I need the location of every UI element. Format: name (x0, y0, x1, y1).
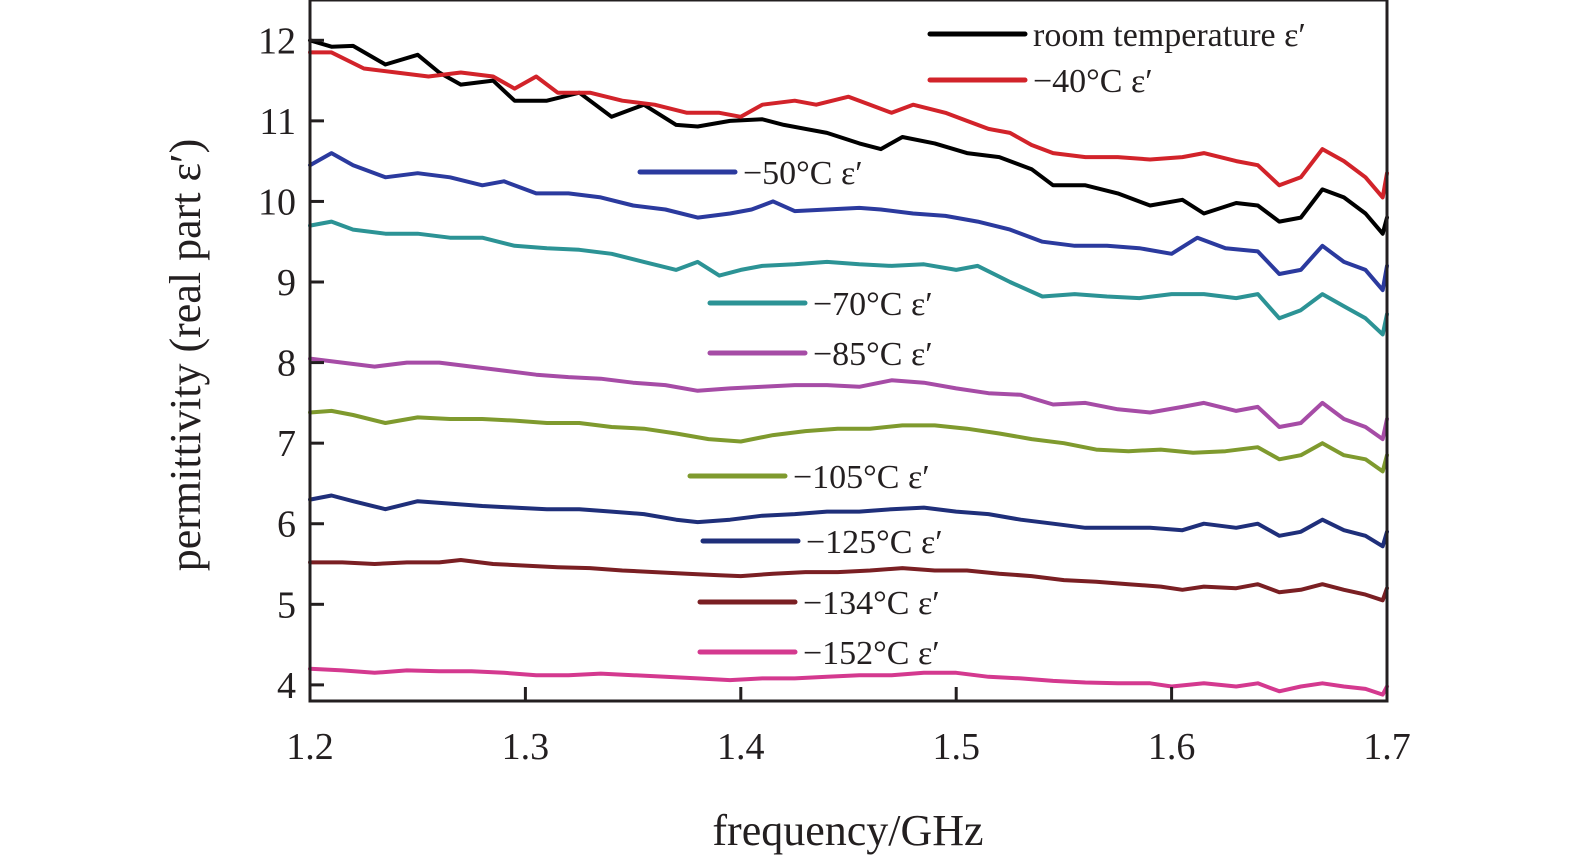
x-tick-label-0: 1.2 (286, 726, 334, 768)
series-line-2 (308, 151, 1389, 293)
series-line-4 (308, 356, 1389, 442)
x-axis-title: frequency/GHz (712, 806, 983, 855)
y-tick-label-5: 9 (277, 262, 296, 304)
legend-label-8: −152°C ε′ (803, 635, 940, 672)
y-tick-label-3: 7 (277, 423, 296, 465)
plot-frame (308, 0, 1389, 703)
legend-layer: room temperature ε′ −40°C ε′ −50°C ε′ −70°C… (637, 17, 1306, 672)
series-line-3 (308, 219, 1389, 337)
ticks-layer: 1.2 1.3 1.4 1.5 1.6 1.7 4 5 6 7 8 9 10 11 12 (258, 20, 1411, 768)
x-tick-label-4: 1.6 (1148, 726, 1196, 768)
y-tick-label-0: 4 (277, 665, 296, 707)
legend-label-7: −134°C ε′ (803, 585, 940, 622)
series-layer (308, 38, 1389, 697)
x-tick-label-2: 1.4 (717, 726, 765, 768)
legend-label-1: −40°C ε′ (1033, 63, 1153, 100)
series-line-8 (308, 666, 1389, 697)
y-tick-label-6: 10 (258, 181, 296, 223)
series-line-6 (308, 493, 1389, 549)
x-tick-label-3: 1.5 (932, 726, 980, 768)
x-tick-label-5: 1.7 (1363, 726, 1411, 768)
legend-label-2: −50°C ε′ (743, 155, 863, 192)
series-line-1 (308, 50, 1389, 200)
y-axis-title: permittivity (real part ε′) (161, 139, 210, 572)
series-line-0 (308, 38, 1389, 236)
series-line-5 (308, 408, 1389, 474)
x-tick-label-1: 1.3 (502, 726, 550, 768)
legend-label-6: −125°C ε′ (806, 524, 943, 561)
y-tick-label-4: 8 (277, 343, 296, 385)
legend-label-3: −70°C ε′ (813, 286, 933, 323)
legend-label-0: room temperature ε′ (1033, 17, 1306, 54)
legend-label-5: −105°C ε′ (793, 459, 930, 496)
y-tick-label-8: 12 (258, 20, 296, 62)
y-tick-label-7: 11 (259, 101, 296, 143)
series-line-7 (308, 558, 1389, 603)
legend-label-4: −85°C ε′ (813, 336, 933, 373)
y-tick-label-1: 5 (277, 584, 296, 626)
y-tick-label-2: 6 (277, 504, 296, 546)
